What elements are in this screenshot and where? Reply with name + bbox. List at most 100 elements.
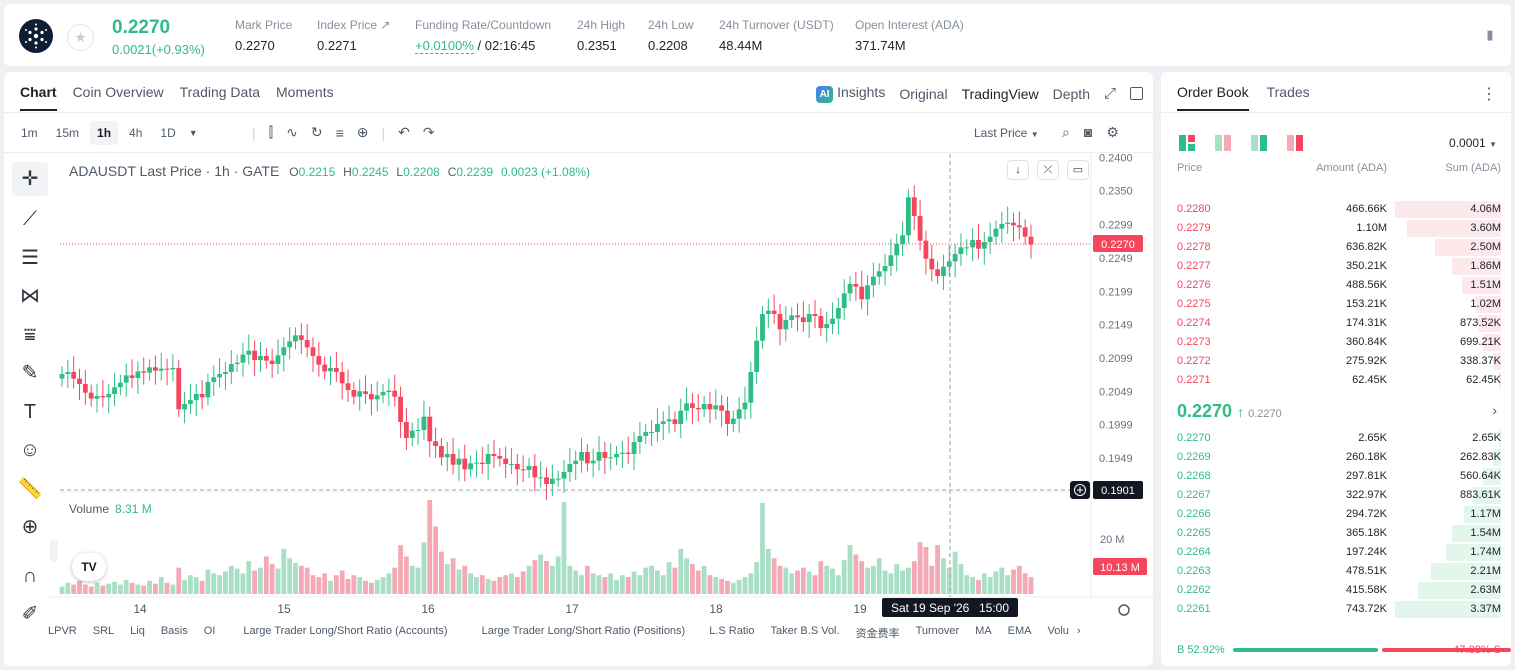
ask-row[interactable]: 0.2276 488.56K 1.51M (1161, 276, 1511, 295)
ask-row[interactable]: 0.2277 350.21K 1.86M (1161, 257, 1511, 276)
refresh-icon[interactable]: ↻ (310, 124, 323, 140)
bid-row[interactable]: 0.2266 294.72K 1.17M (1161, 505, 1511, 524)
gear-icon[interactable]: ⚙ (1106, 124, 1119, 140)
brush-tool-icon[interactable]: ✎ (21, 362, 39, 384)
indicator-funding-rate[interactable]: 资金费率 (855, 628, 900, 640)
more-icon[interactable]: ⋮ (1481, 86, 1497, 103)
indicator-oi[interactable]: OI (203, 625, 216, 637)
volume-bar (900, 570, 905, 594)
tf-15m[interactable]: 15m (55, 126, 80, 140)
indicators-icon[interactable]: ∿ (286, 124, 298, 140)
candle-type-icon[interactable]: ⫿ (268, 124, 274, 140)
row-amount: 294.72K (1346, 508, 1387, 520)
price-type-select[interactable]: Last Price ▼ (974, 126, 1039, 140)
indicator-lt-positions[interactable]: Large Trader Long/Short Ratio (Positions… (481, 625, 686, 637)
trendline-tool-icon[interactable]: ⟋ (23, 208, 37, 230)
indicator-turnover[interactable]: Turnover (915, 625, 960, 637)
tab-moments[interactable]: Moments (276, 84, 334, 100)
tf-1d[interactable]: 1D (160, 126, 176, 140)
tab-trading-data[interactable]: Trading Data (179, 84, 261, 100)
window-icon[interactable] (1130, 87, 1143, 100)
tf-4h[interactable]: 4h (129, 126, 143, 140)
indicator-ma[interactable]: MA (975, 625, 992, 637)
indicator-ls-ratio[interactable]: L.S Ratio (709, 625, 755, 637)
magnet-icon[interactable]: ∩ (22, 564, 38, 587)
bid-row[interactable]: 0.2270 2.65K 2.65K (1161, 429, 1511, 448)
view-depth[interactable]: Depth (1052, 85, 1090, 102)
indicator-volume[interactable]: Volu (1047, 625, 1069, 637)
bid-row[interactable]: 0.2267 322.97K 883.61K (1161, 486, 1511, 505)
tab-coin-overview[interactable]: Coin Overview (72, 84, 164, 100)
ask-row[interactable]: 0.2280 466.66K 4.06M (1161, 200, 1511, 219)
book-mode-asks-icon[interactable] (1287, 135, 1303, 151)
fullscreen-icon[interactable]: ▭ (1067, 160, 1089, 180)
search-icon[interactable]: ⌕ (1062, 124, 1070, 140)
tf-1h[interactable]: 1h (90, 121, 119, 145)
arrow-down-icon[interactable]: ↓ (1007, 160, 1029, 180)
bid-row[interactable]: 0.2268 297.81K 560.64K (1161, 467, 1511, 486)
bid-row[interactable]: 0.2264 197.24K 1.74M (1161, 543, 1511, 562)
undo-icon[interactable]: ↶ (398, 124, 410, 140)
book-icon[interactable]: ▮ (1486, 27, 1494, 42)
book-mode-split-icon[interactable] (1215, 135, 1231, 151)
text-tool-icon[interactable]: T (23, 400, 37, 423)
ask-row[interactable]: 0.2275 153.21K 1.02M (1161, 295, 1511, 314)
funding-rate[interactable]: +0.0100% (415, 38, 474, 54)
insights-button[interactable]: AI Insights (816, 84, 885, 103)
collapse-icon[interactable]: ⤫ (1037, 160, 1059, 180)
tf-1m[interactable]: 1m (21, 126, 38, 140)
book-mode-both-icon[interactable] (1179, 135, 1195, 151)
candle-body (870, 276, 876, 286)
templates-icon[interactable]: ≡ (335, 124, 344, 141)
chevron-right-icon[interactable]: › (1492, 402, 1497, 418)
ask-row[interactable]: 0.2272 275.92K 338.37K (1161, 352, 1511, 371)
precision-select[interactable]: 0.0001 ▼ (1449, 136, 1497, 150)
chevron-right-icon[interactable]: › (1076, 625, 1081, 637)
pattern-tool-icon[interactable]: ⋈ (20, 285, 40, 307)
caret-down-icon[interactable]: ▼ (188, 128, 198, 138)
bid-row[interactable]: 0.2262 415.58K 2.63M (1161, 581, 1511, 600)
redo-icon[interactable]: ↷ (422, 124, 435, 140)
ask-row[interactable]: 0.2273 360.84K 699.21K (1161, 333, 1511, 352)
camera-icon[interactable]: ◙ (1083, 124, 1093, 140)
pencil-lock-icon[interactable]: ✐ (21, 603, 39, 625)
price-chart[interactable]: 0.2400 0.2350 0.2299 0.2249 0.2199 0.2149 0.20… (4, 72, 1153, 666)
fib-tool-icon[interactable]: ⩸ (23, 323, 37, 346)
ask-row[interactable]: 0.2278 636.82K 2.50M (1161, 238, 1511, 257)
bid-row[interactable]: 0.2263 478.51K 2.21M (1161, 562, 1511, 581)
tab-trades[interactable]: Trades (1266, 84, 1310, 100)
crosshair-tool-icon[interactable]: ✛ (12, 162, 48, 196)
add-indicator-icon[interactable]: ⊕ (356, 124, 369, 140)
book-mode-bids-icon[interactable] (1251, 135, 1267, 151)
ask-row[interactable]: 0.2271 62.45K 62.45K (1161, 371, 1511, 390)
expand-icon[interactable]: ⤢ (1103, 85, 1116, 102)
hlines-tool-icon[interactable]: ☰ (21, 246, 39, 269)
view-tradingview[interactable]: TradingView (961, 85, 1039, 102)
favorite-star-icon[interactable]: ★ (67, 24, 94, 51)
tab-chart[interactable]: Chart (20, 84, 57, 111)
tab-order-book[interactable]: Order Book (1177, 84, 1249, 111)
candle-body (678, 410, 684, 424)
bid-row[interactable]: 0.2269 260.18K 262.83K (1161, 448, 1511, 467)
zoom-in-icon[interactable]: ⊕ (21, 516, 39, 538)
indicator-liq[interactable]: Liq (130, 625, 145, 637)
stat-index-price[interactable]: Index Price ↗ 0.2271 (317, 18, 391, 53)
tradingview-logo[interactable]: TV (72, 553, 106, 581)
axis-settings-icon[interactable] (1118, 604, 1130, 616)
mid-price[interactable]: 0.2270 ↑ 0.2270 (1177, 401, 1282, 421)
indicator-srl[interactable]: SRL (92, 625, 115, 637)
indicator-taker-vol[interactable]: Taker B.S Vol. (770, 625, 840, 637)
bid-row[interactable]: 0.2265 365.18K 1.54M (1161, 524, 1511, 543)
indicator-basis[interactable]: Basis (160, 625, 188, 637)
indicator-lt-accounts[interactable]: Large Trader Long/Short Ratio (Accounts) (243, 625, 448, 637)
candle-body (923, 240, 929, 259)
bid-row[interactable]: 0.2261 743.72K 3.37M (1161, 600, 1511, 619)
crosshair-date-tag (882, 598, 1018, 617)
view-original[interactable]: Original (899, 85, 948, 102)
indicator-ema[interactable]: EMA (1007, 625, 1032, 637)
ask-row[interactable]: 0.2274 174.31K 873.52K (1161, 314, 1511, 333)
ruler-tool-icon[interactable]: 📏 (17, 477, 43, 500)
indicator-lpvr[interactable]: LPVR (48, 625, 77, 637)
ask-row[interactable]: 0.2279 1.10M 3.60M (1161, 219, 1511, 238)
emoji-tool-icon[interactable]: ☺ (19, 439, 41, 461)
